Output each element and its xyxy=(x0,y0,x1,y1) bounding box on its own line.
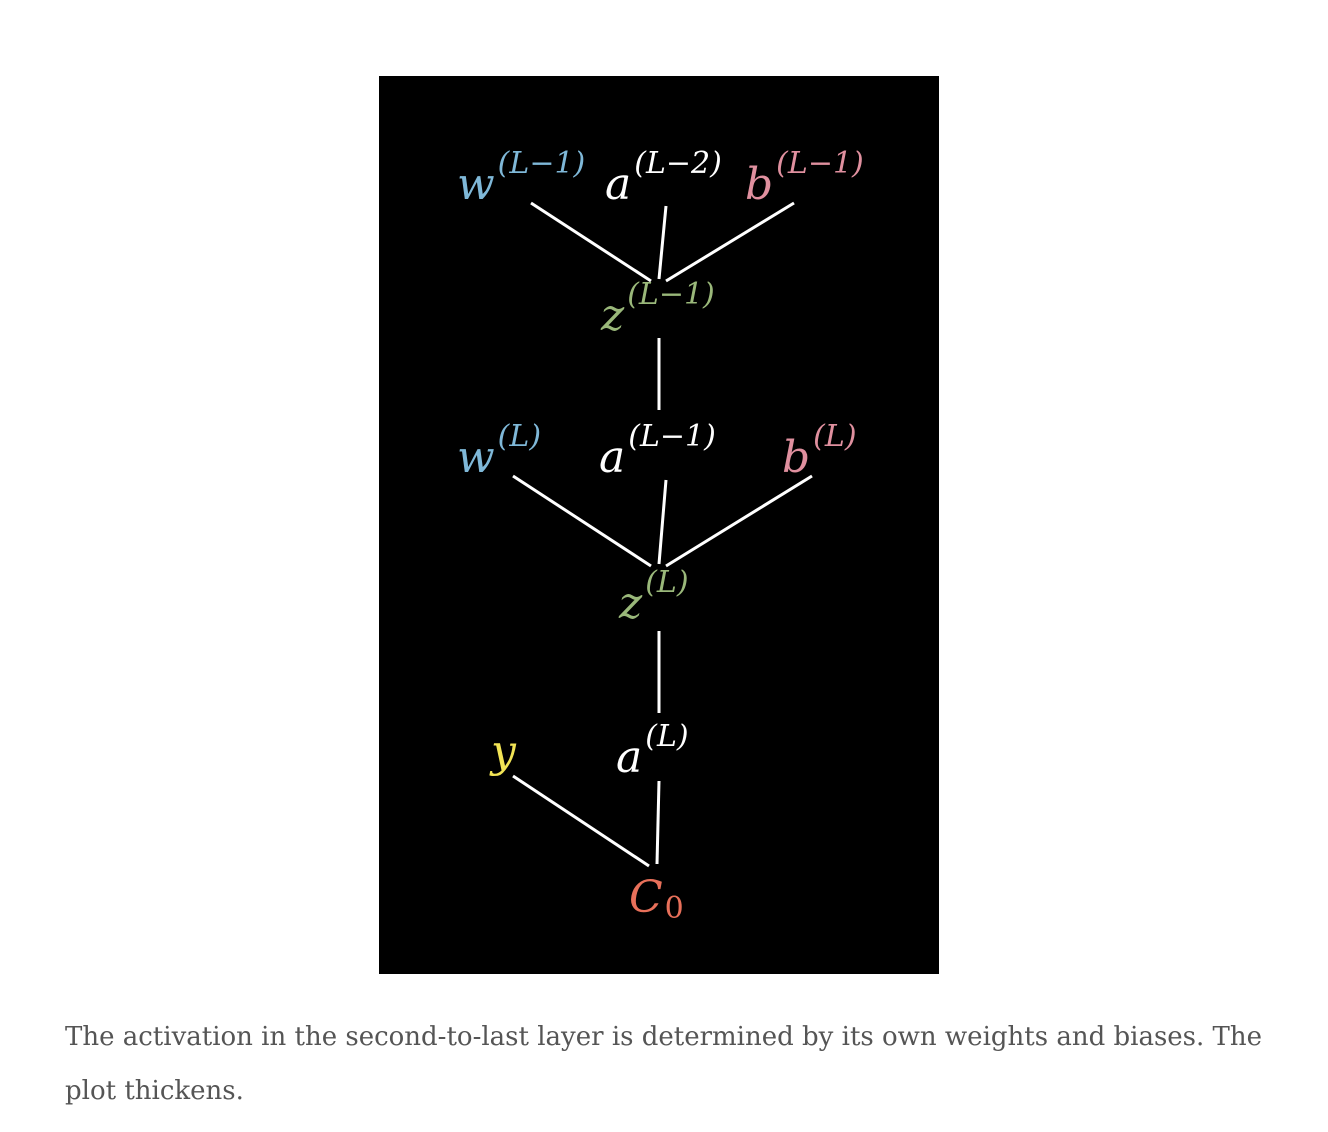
edge-w_l-to-z_l xyxy=(512,474,652,568)
node-y: y xyxy=(489,726,517,777)
node-b-l: b (L) xyxy=(782,419,857,483)
node-z-l-minus-1: z (L−1) xyxy=(600,277,715,341)
edge-b_lm1-to-z_lm1 xyxy=(665,201,795,283)
node-w-l: w (L) xyxy=(457,419,541,483)
edges xyxy=(512,201,813,868)
node-w-l-minus-1: w (L−1) xyxy=(457,146,585,210)
node-b-l-minus-1: b (L−1) xyxy=(745,146,864,210)
figure-caption: The activation in the second-to-last lay… xyxy=(65,1022,1263,1106)
node-c0: C0 xyxy=(629,872,684,926)
edge-a_lm1-to-z_l xyxy=(657,479,668,565)
edge-y-to-c0 xyxy=(512,774,650,868)
node-a-l: a (L) xyxy=(616,719,689,783)
computation-graph-svg: w (L−1) a (L−2) b (L−1) z (L−1) w (L) a (L−1) … xyxy=(457,146,864,926)
edge-a_l-to-c0 xyxy=(655,780,661,865)
edge-w_lm1-to-z_lm1 xyxy=(530,201,652,283)
computation-graph: w (L−1) a (L−2) b (L−1) z (L−1) w (L) a (L−1) … xyxy=(379,76,939,974)
node-a-l-minus-2: a (L−2) xyxy=(605,146,722,210)
node-a-l-minus-1: a (L−1) xyxy=(599,419,716,483)
edge-a_lm2-to-z_lm1 xyxy=(657,205,668,280)
edge-b_l-to-z_l xyxy=(665,474,813,568)
node-z-l: z (L) xyxy=(618,565,689,629)
